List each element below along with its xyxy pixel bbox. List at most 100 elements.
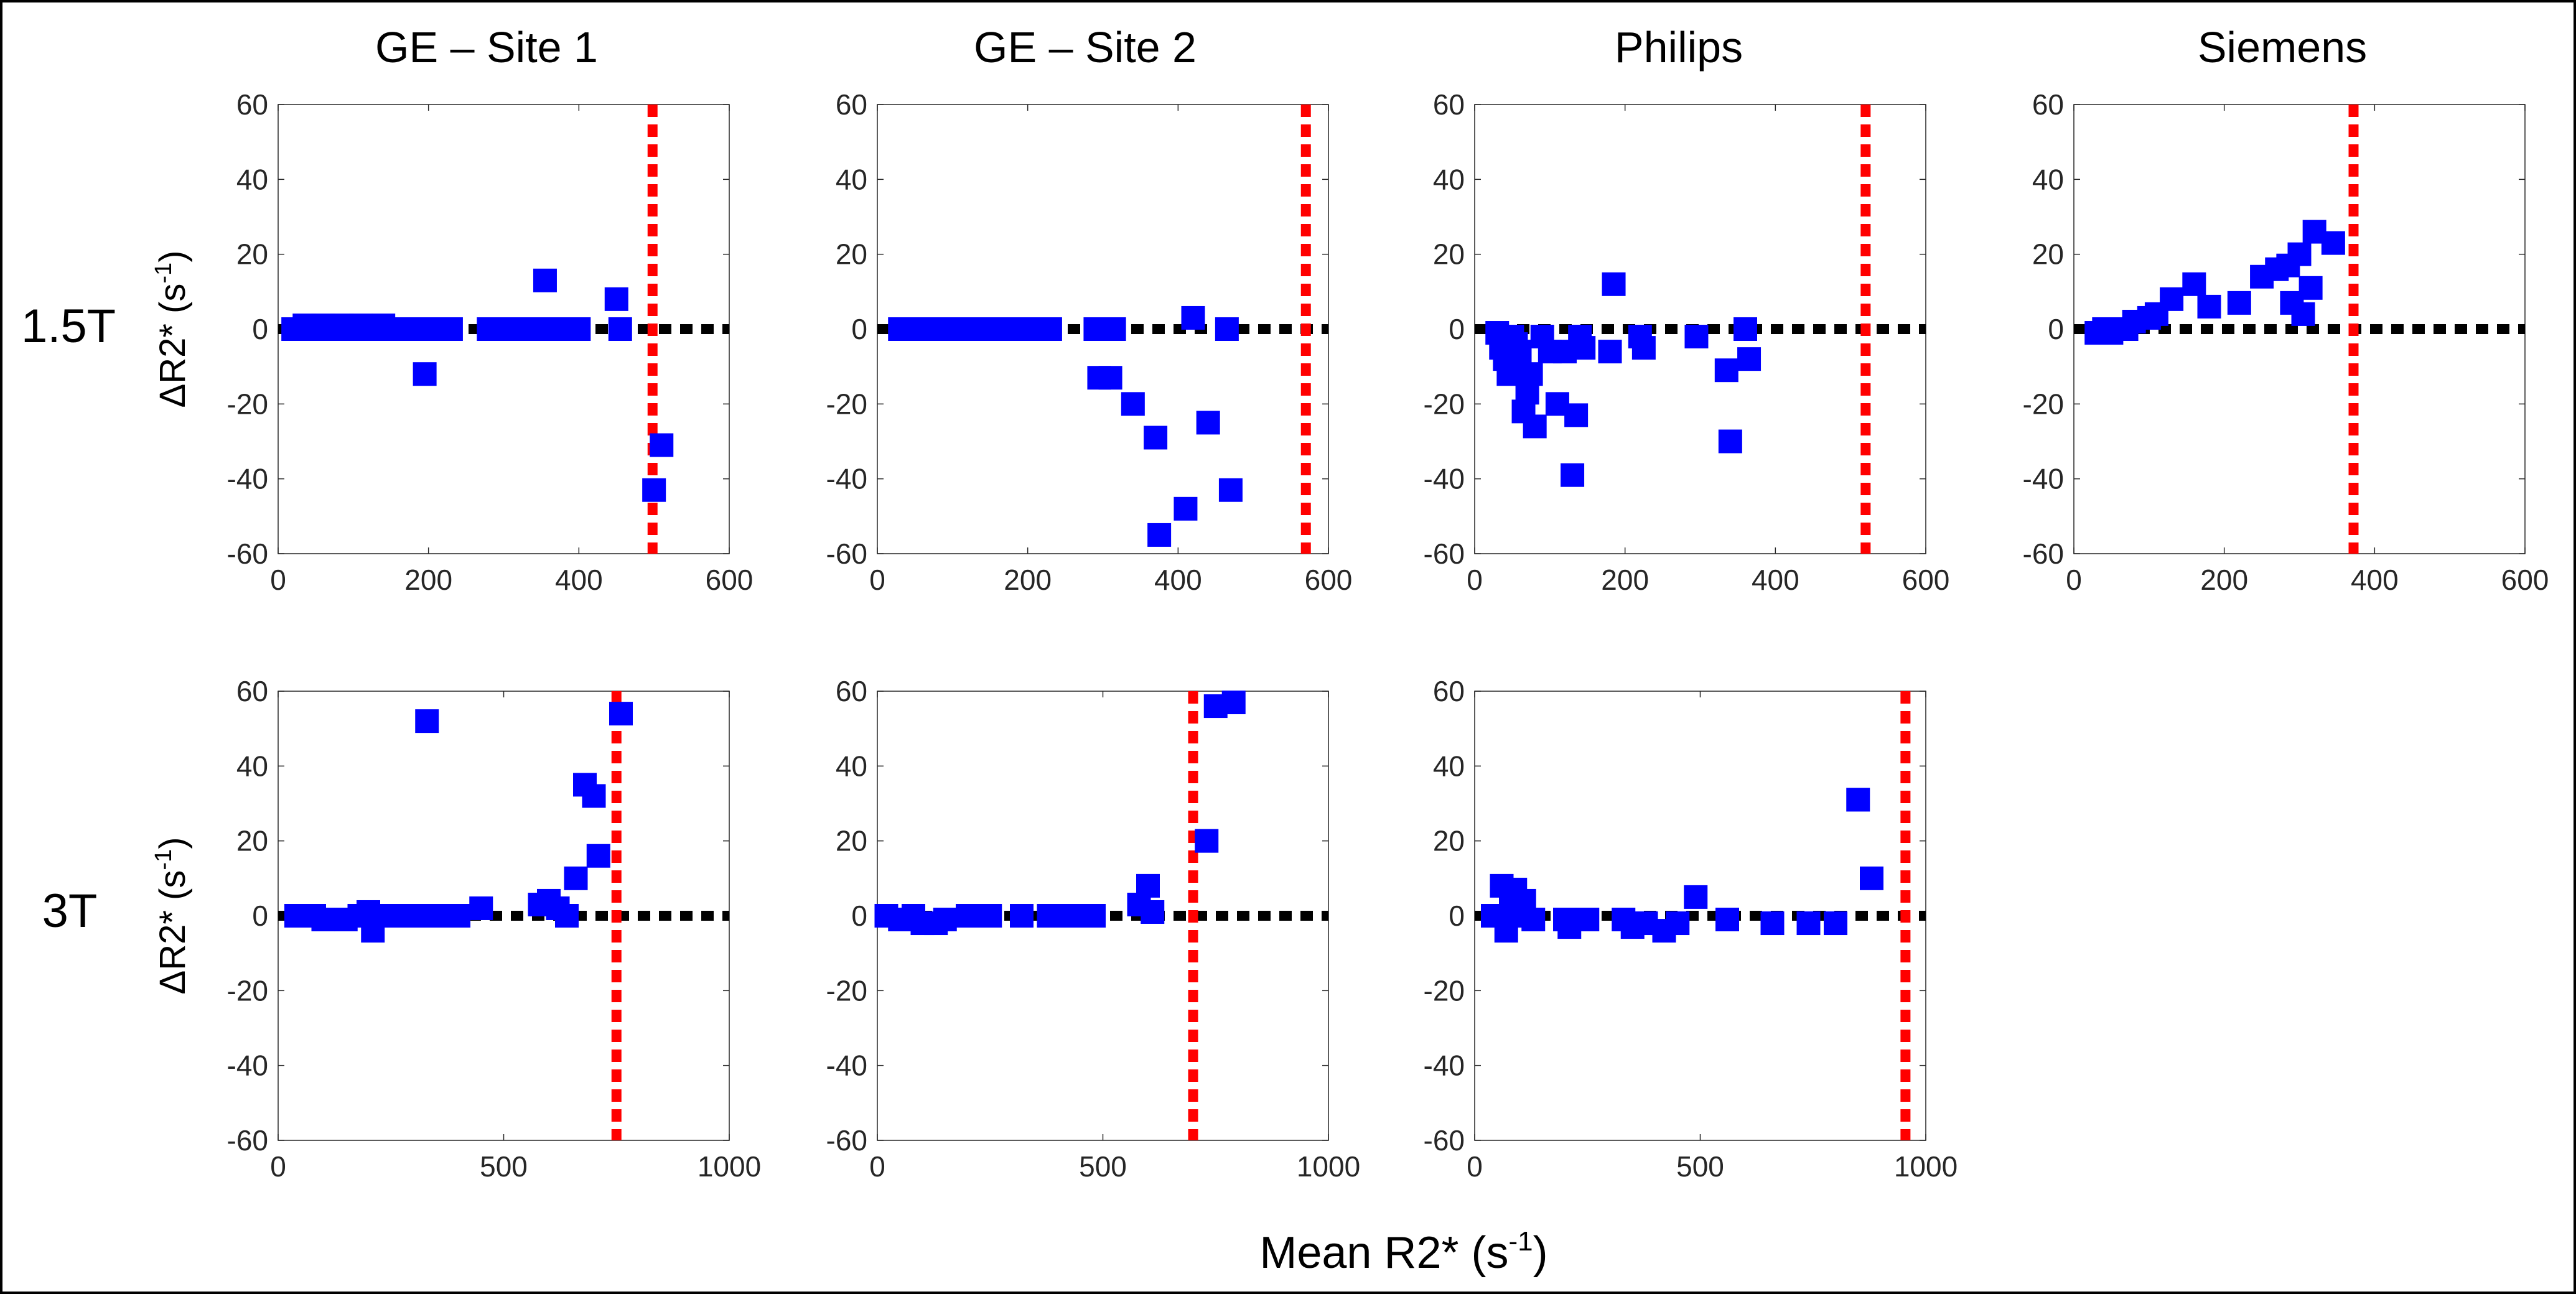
y-tick-label: -40 xyxy=(826,463,867,495)
y-tick-label: 0 xyxy=(252,900,268,932)
data-point xyxy=(1218,478,1243,502)
y-tick-label: 0 xyxy=(1449,313,1465,345)
panel-3t-ge-site-2: 0 500 1000 -60 -40 -20 0 20 40 60 xyxy=(826,675,1361,1183)
y-tick-label: 60 xyxy=(1433,675,1465,707)
y-tick-label: 0 xyxy=(252,313,268,345)
y-tick-label: -40 xyxy=(227,1050,268,1082)
data-point xyxy=(2291,302,2315,326)
row-label-1-5t: 1.5T xyxy=(21,300,116,353)
shared-x-axis-label-superscript: -1 xyxy=(1509,1226,1533,1257)
data-point xyxy=(2227,291,2251,315)
data-point xyxy=(1136,873,1160,898)
data-point xyxy=(1575,908,1600,932)
data-point xyxy=(993,317,1017,341)
data-point xyxy=(1564,403,1589,427)
y-tick-label: 40 xyxy=(236,163,268,195)
data-point xyxy=(492,317,516,341)
data-point xyxy=(555,904,579,928)
data-point xyxy=(608,317,632,341)
y-axis-label: ΔR2* (s-1) xyxy=(151,837,193,994)
y-axis-label-text: ΔR2* (s xyxy=(152,284,193,408)
data-point xyxy=(1666,911,1690,936)
data-point xyxy=(1760,911,1785,936)
y-tick-label: 60 xyxy=(1433,88,1465,121)
y-axis-label-close: ) xyxy=(152,837,193,849)
y-axis-label: ΔR2* (s-1) xyxy=(151,250,193,407)
column-title-philips: Philips xyxy=(1615,23,1743,72)
x-tick-label: 200 xyxy=(1004,564,1052,596)
y-tick-label: 40 xyxy=(836,163,867,195)
data-point xyxy=(1714,358,1738,383)
data-point xyxy=(2287,242,2312,266)
x-tick-label: 0 xyxy=(869,564,885,596)
data-point xyxy=(1141,900,1165,924)
y-tick-label: 0 xyxy=(851,900,867,932)
data-point xyxy=(1737,347,1762,371)
data-point xyxy=(1196,411,1220,435)
data-point xyxy=(956,904,979,928)
data-point xyxy=(1519,362,1543,386)
column-title-ge-site-2: GE – Site 2 xyxy=(974,23,1197,72)
data-point xyxy=(1147,523,1172,547)
y-axis-label-superscript: -1 xyxy=(151,263,177,284)
column-title-ge-site-1: GE – Site 1 xyxy=(375,23,598,72)
y-tick-label: -40 xyxy=(826,1050,867,1082)
data-point xyxy=(1572,336,1596,360)
panel-1-5t-philips: 0 200 400 600 -60 -40 -20 0 20 40 60 xyxy=(1424,88,1950,596)
y-tick-label: 0 xyxy=(1449,900,1465,932)
data-point xyxy=(311,908,335,932)
data-point xyxy=(1508,340,1532,364)
data-point xyxy=(1195,829,1219,853)
y-tick-label: 60 xyxy=(236,88,268,121)
data-point xyxy=(1174,496,1198,521)
x-tick-label: 500 xyxy=(1079,1150,1127,1183)
data-point xyxy=(424,904,448,928)
data-point xyxy=(650,433,674,457)
data-point xyxy=(586,844,610,868)
y-tick-label: -20 xyxy=(227,974,268,1007)
shared-x-axis-label-close: ) xyxy=(1533,1228,1548,1278)
data-point xyxy=(1010,904,1034,928)
y-tick-label: 40 xyxy=(236,750,268,782)
panel-3t-ge-site-1: 0 500 1000 -60 -40 -20 0 20 40 60 ΔR2* (s-1) xyxy=(151,675,761,1183)
data-point xyxy=(1796,911,1821,936)
data-point xyxy=(978,904,1002,928)
data-point xyxy=(1521,908,1546,932)
y-tick-label: 20 xyxy=(236,238,268,271)
data-point xyxy=(439,317,463,341)
y-tick-label: -20 xyxy=(227,388,268,420)
x-tick-label: 200 xyxy=(1601,564,1649,596)
data-point xyxy=(1221,691,1246,715)
y-tick-label: -20 xyxy=(1424,974,1465,1007)
data-point xyxy=(1215,317,1239,341)
data-point xyxy=(582,784,606,808)
x-tick-label: 400 xyxy=(1752,564,1799,596)
y-axis-label-text: ΔR2* (s xyxy=(152,870,193,995)
y-tick-label: -40 xyxy=(1424,1050,1465,1082)
data-point xyxy=(1015,317,1040,341)
y-tick-label: 0 xyxy=(2048,313,2064,345)
y-tick-label: 0 xyxy=(851,313,867,345)
x-tick-label: 0 xyxy=(270,1150,286,1183)
data-point xyxy=(1098,366,1122,390)
shared-x-axis-label: Mean R2* (s-1) xyxy=(1259,1226,1547,1278)
y-tick-label: 40 xyxy=(1433,750,1465,782)
y-tick-label: -40 xyxy=(227,463,268,495)
x-tick-label: 500 xyxy=(1676,1150,1724,1183)
y-tick-label: -20 xyxy=(826,974,867,1007)
data-point xyxy=(1523,414,1547,439)
data-point xyxy=(401,904,426,928)
y-tick-label: -60 xyxy=(826,538,867,570)
y-axis-label-superscript: -1 xyxy=(151,849,177,870)
y-tick-label: 60 xyxy=(236,675,268,707)
y-tick-label: 40 xyxy=(836,750,867,782)
x-tick-label: 600 xyxy=(1902,564,1950,596)
x-tick-label: 1000 xyxy=(698,1150,761,1183)
y-tick-label: 40 xyxy=(1433,163,1465,195)
data-point xyxy=(2160,287,2184,311)
panel-3t-philips: 0 500 1000 -60 -40 -20 0 20 40 60 xyxy=(1424,675,1958,1183)
data-point xyxy=(1602,272,1626,296)
